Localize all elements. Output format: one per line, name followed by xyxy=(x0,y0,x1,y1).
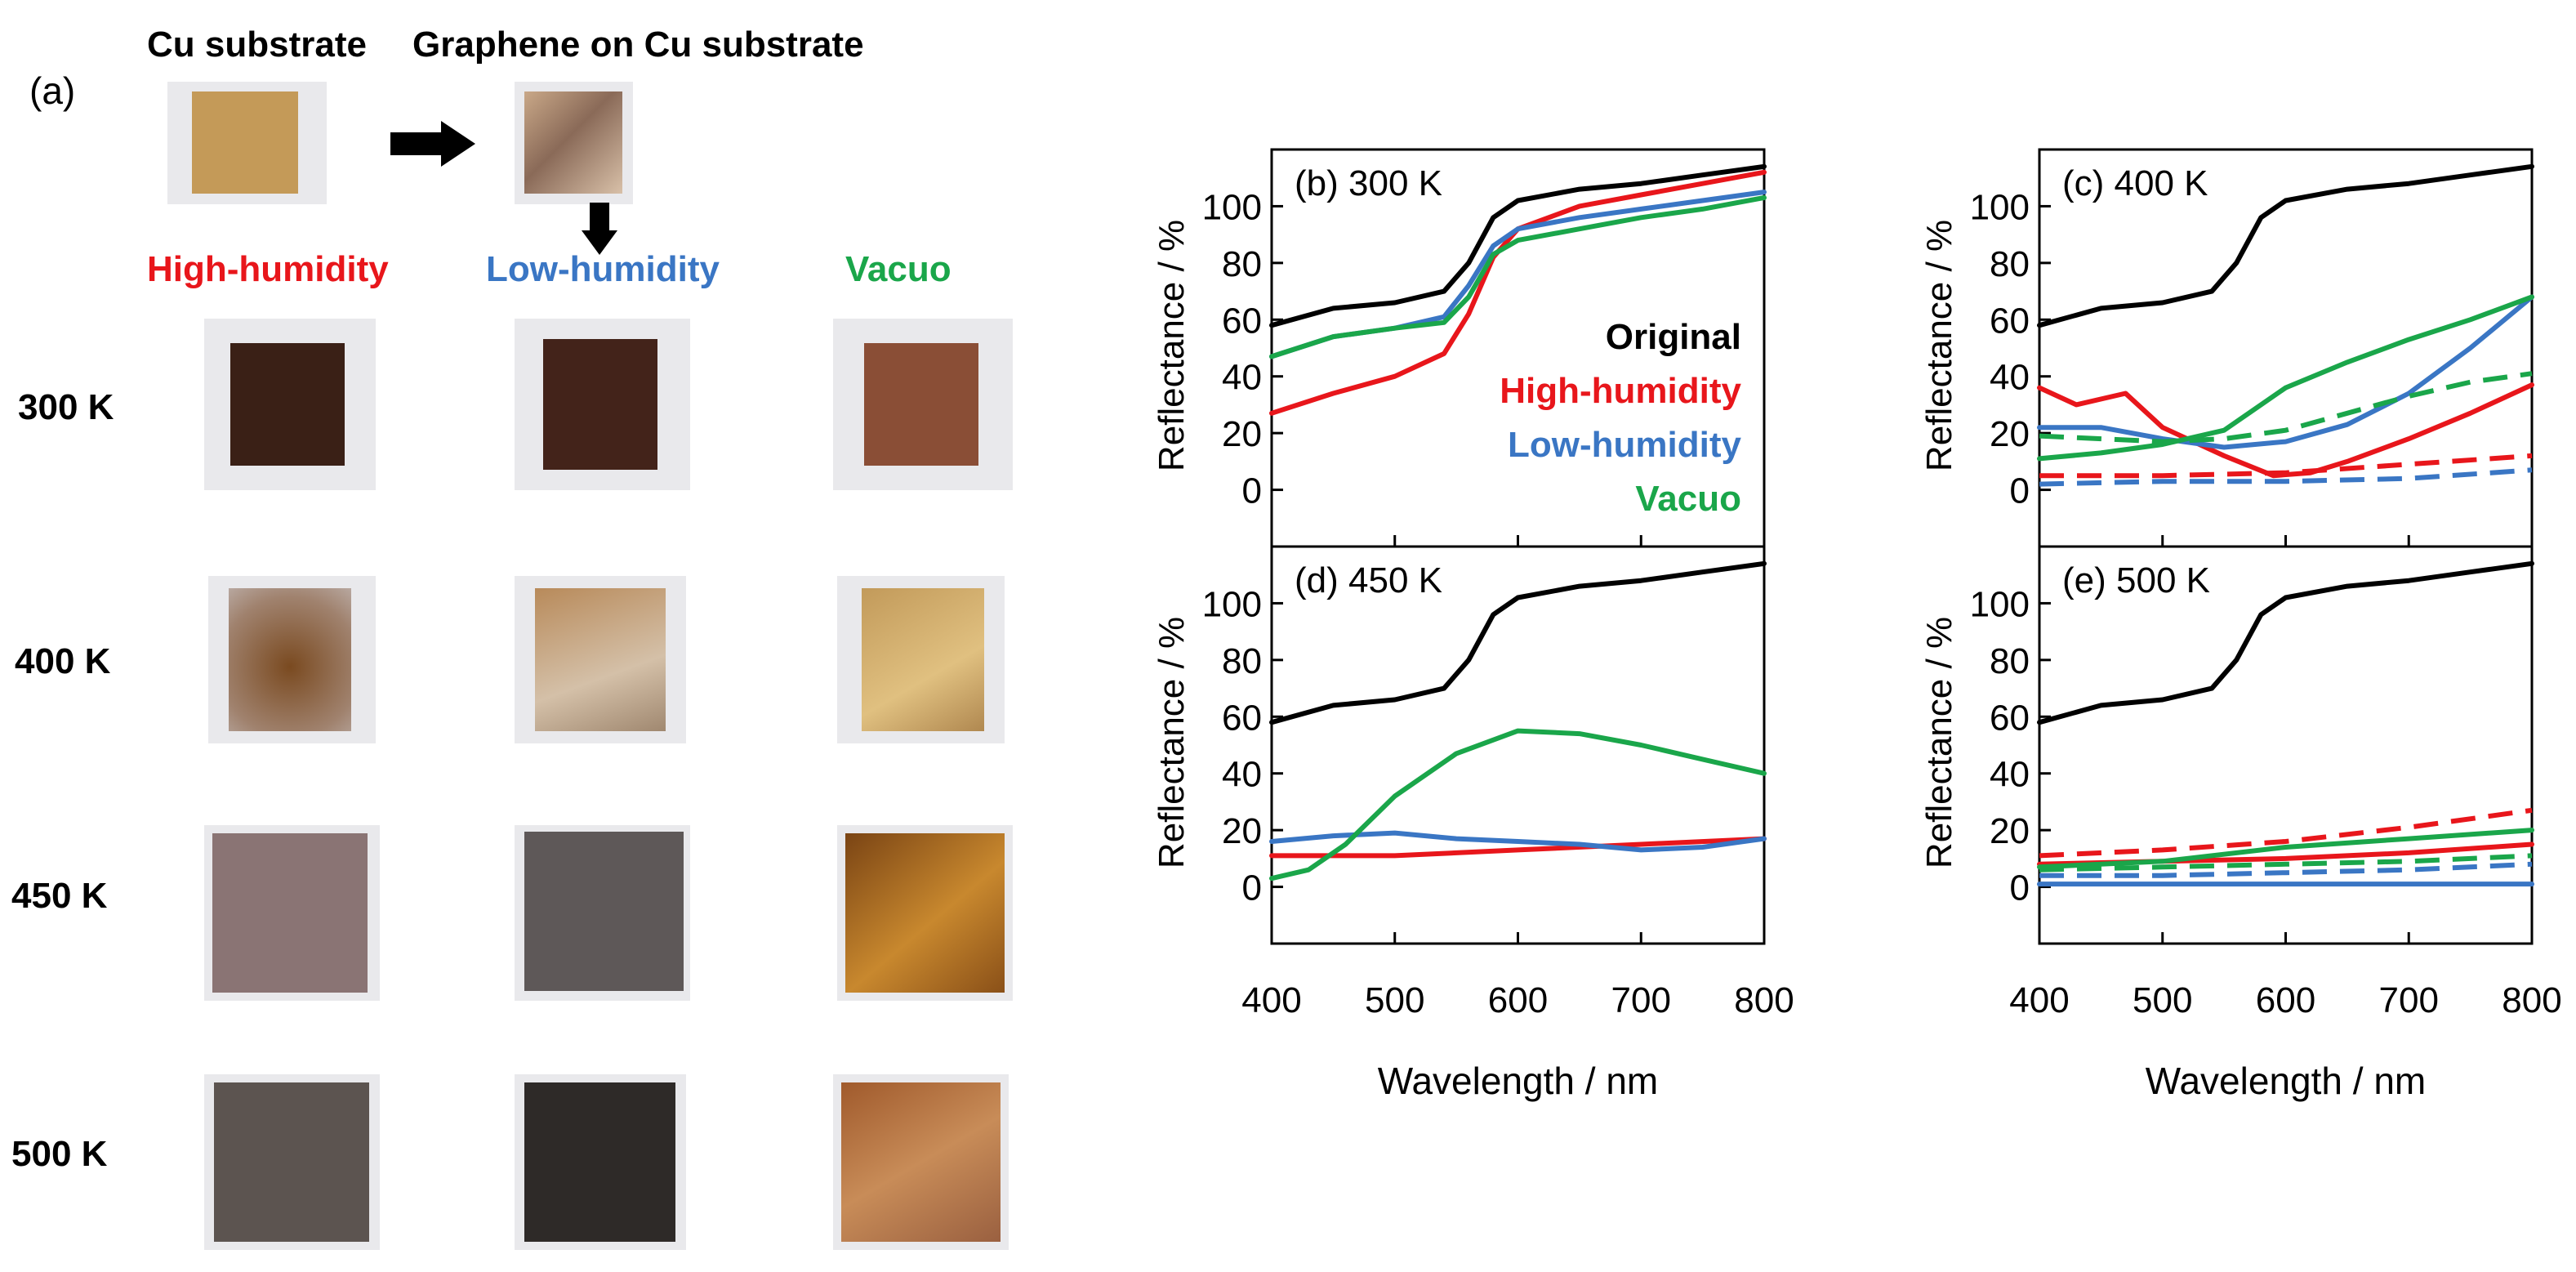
chart-panel-d: 0 20 40 60 80 100 400 500 600 700 800 Reflectance /… xyxy=(1152,545,1794,1102)
sample-photo-400k-vacuo xyxy=(837,576,1005,743)
series-line-e-vacuo xyxy=(2037,828,2534,870)
series-line-e-low-humidity-dashed- xyxy=(2039,861,2533,878)
y-tick-label-d-80: 80 xyxy=(1222,641,1262,681)
series-line-e-original xyxy=(2037,560,2534,725)
series-line-e-vacuo-dashed- xyxy=(2039,853,2533,873)
panel-title-d: (d) 450 K xyxy=(1295,560,1442,600)
series-line-d-vacuo xyxy=(1269,728,1767,881)
x-tick-label-e-700: 700 xyxy=(2379,980,2439,1020)
y-tick-label-b-0: 0 xyxy=(1242,471,1262,511)
x-tick-label-e-600: 600 xyxy=(2256,980,2315,1020)
chart-panel-e: 0 20 40 60 80 100 400 500 600 700 800 Reflectance /… xyxy=(1919,545,2562,1102)
legend-item-high-humidity: High-humidity xyxy=(1500,371,1741,411)
y-tick-label-e-60: 60 xyxy=(1990,698,2030,738)
legend: Original High-humidity Low-humidity Vacuo xyxy=(1500,317,1741,519)
sample-photo-500k-high-humidity xyxy=(204,1074,380,1250)
x-axis-label-e: Wavelength / nm xyxy=(2146,1060,2426,1102)
row-label-300k: 300 K xyxy=(18,387,114,427)
sample-photo-300k-high-humidity xyxy=(204,319,376,490)
sample-photo-450k-low-humidity xyxy=(515,825,690,1001)
sample-photo-400k-low-humidity xyxy=(515,576,686,743)
panel-title-e: (e) 500 K xyxy=(2062,560,2210,600)
y-tick-label-c-20: 20 xyxy=(1990,414,2030,454)
cu-substrate-title: Cu substrate xyxy=(147,25,367,65)
x-tick-label-e-800: 800 xyxy=(2502,980,2561,1020)
y-tick-label-c-0: 0 xyxy=(2010,471,2030,511)
series-line-e-high-humidity-dashed- xyxy=(2039,807,2533,859)
y-tick-label-b-60: 60 xyxy=(1222,301,1262,341)
y-tick-label-d-40: 40 xyxy=(1222,755,1262,795)
series-line-c-low-humidity xyxy=(2037,294,2534,450)
series-line-c-high-humidity xyxy=(2037,382,2534,479)
y-tick-label-b-80: 80 xyxy=(1222,244,1262,284)
panel-title-b: (b) 300 K xyxy=(1295,163,1442,203)
series-line-c-original xyxy=(2037,163,2534,328)
series-line-c-high-humidity-dashed- xyxy=(2039,453,2533,479)
y-tick-label-e-20: 20 xyxy=(1990,811,2030,851)
y-tick-label-c-40: 40 xyxy=(1990,358,2030,398)
y-tick-label-b-20: 20 xyxy=(1222,414,1262,454)
sample-photo-500k-low-humidity xyxy=(515,1074,686,1250)
series-line-c-low-humidity-dashed- xyxy=(2039,467,2533,487)
x-tick-label-e-500: 500 xyxy=(2133,980,2192,1020)
y-tick-label-d-60: 60 xyxy=(1222,698,1262,738)
y-axis-label-e: Reflectance / % xyxy=(1919,617,1959,868)
sample-photo-300k-vacuo xyxy=(833,319,1013,490)
y-axis-label-d: Reflectance / % xyxy=(1152,617,1192,868)
sample-photo-450k-high-humidity xyxy=(204,825,380,1001)
series-line-d-high-humidity xyxy=(1269,836,1767,859)
chart-panel-c: 0 20 40 60 80 100 Reflectance / % (c) 400 K xyxy=(1919,148,2534,548)
series-line-b-vacuo xyxy=(1269,195,1767,359)
legend-item-low-humidity: Low-humidity xyxy=(1508,425,1741,465)
series-line-c-vacuo xyxy=(2037,294,2534,462)
x-tick-label-d-600: 600 xyxy=(1488,980,1548,1020)
sample-photo-400k-high-humidity xyxy=(208,576,376,743)
column-label-low-humidity: Low-humidity xyxy=(486,249,720,289)
x-tick-label-e-400: 400 xyxy=(2009,980,2069,1020)
y-tick-label-d-0: 0 xyxy=(1242,868,1262,908)
x-axis-label-d: Wavelength / nm xyxy=(1378,1060,1658,1102)
plot-frame-d xyxy=(1270,545,1766,945)
y-tick-label-e-40: 40 xyxy=(1990,755,2030,795)
down-arrow-icon xyxy=(582,203,617,255)
y-tick-label-d-20: 20 xyxy=(1222,811,1262,851)
sample-photo-500k-vacuo xyxy=(833,1074,1009,1250)
legend-item-original: Original xyxy=(1606,317,1741,357)
x-tick-label-d-700: 700 xyxy=(1611,980,1671,1020)
y-tick-label-c-80: 80 xyxy=(1990,244,2030,284)
x-tick-label-d-500: 500 xyxy=(1365,980,1424,1020)
right-arrow-icon xyxy=(390,121,475,167)
column-label-high-humidity: High-humidity xyxy=(147,249,389,289)
series-line-b-original xyxy=(1269,163,1767,328)
y-axis-label-b: Reflectance / % xyxy=(1152,220,1192,471)
row-label-400k: 400 K xyxy=(15,641,111,681)
x-tick-label-d-800: 800 xyxy=(1734,980,1794,1020)
x-tick-label-d-400: 400 xyxy=(1241,980,1301,1020)
row-label-500k: 500 K xyxy=(11,1134,108,1174)
cu-substrate-photo xyxy=(167,82,327,204)
plot-frame-c xyxy=(2038,148,2534,548)
sample-photo-450k-vacuo xyxy=(837,825,1013,1001)
series-line-c-vacuo-dashed- xyxy=(2039,371,2533,444)
y-axis-label-c: Reflectance / % xyxy=(1919,220,1959,471)
row-label-450k: 450 K xyxy=(11,876,108,916)
graphene-title: Graphene on Cu substrate xyxy=(412,25,864,65)
graphene-photo xyxy=(515,82,633,204)
legend-item-vacuo: Vacuo xyxy=(1635,479,1741,519)
panel-title-c: (c) 400 K xyxy=(2062,163,2208,203)
y-tick-label-d-100: 100 xyxy=(1202,584,1262,624)
y-tick-label-b-40: 40 xyxy=(1222,358,1262,398)
series-line-d-original xyxy=(1269,560,1767,725)
sample-photo-300k-low-humidity xyxy=(515,319,690,490)
panel-a-label: (a) xyxy=(29,69,76,112)
y-tick-label-b-100: 100 xyxy=(1202,187,1262,227)
y-tick-label-c-100: 100 xyxy=(1970,187,2030,227)
y-tick-label-e-100: 100 xyxy=(1970,584,2030,624)
y-tick-label-e-0: 0 xyxy=(2010,868,2030,908)
y-tick-label-e-80: 80 xyxy=(1990,641,2030,681)
y-tick-label-c-60: 60 xyxy=(1990,301,2030,341)
column-label-vacuo: Vacuo xyxy=(845,249,952,289)
